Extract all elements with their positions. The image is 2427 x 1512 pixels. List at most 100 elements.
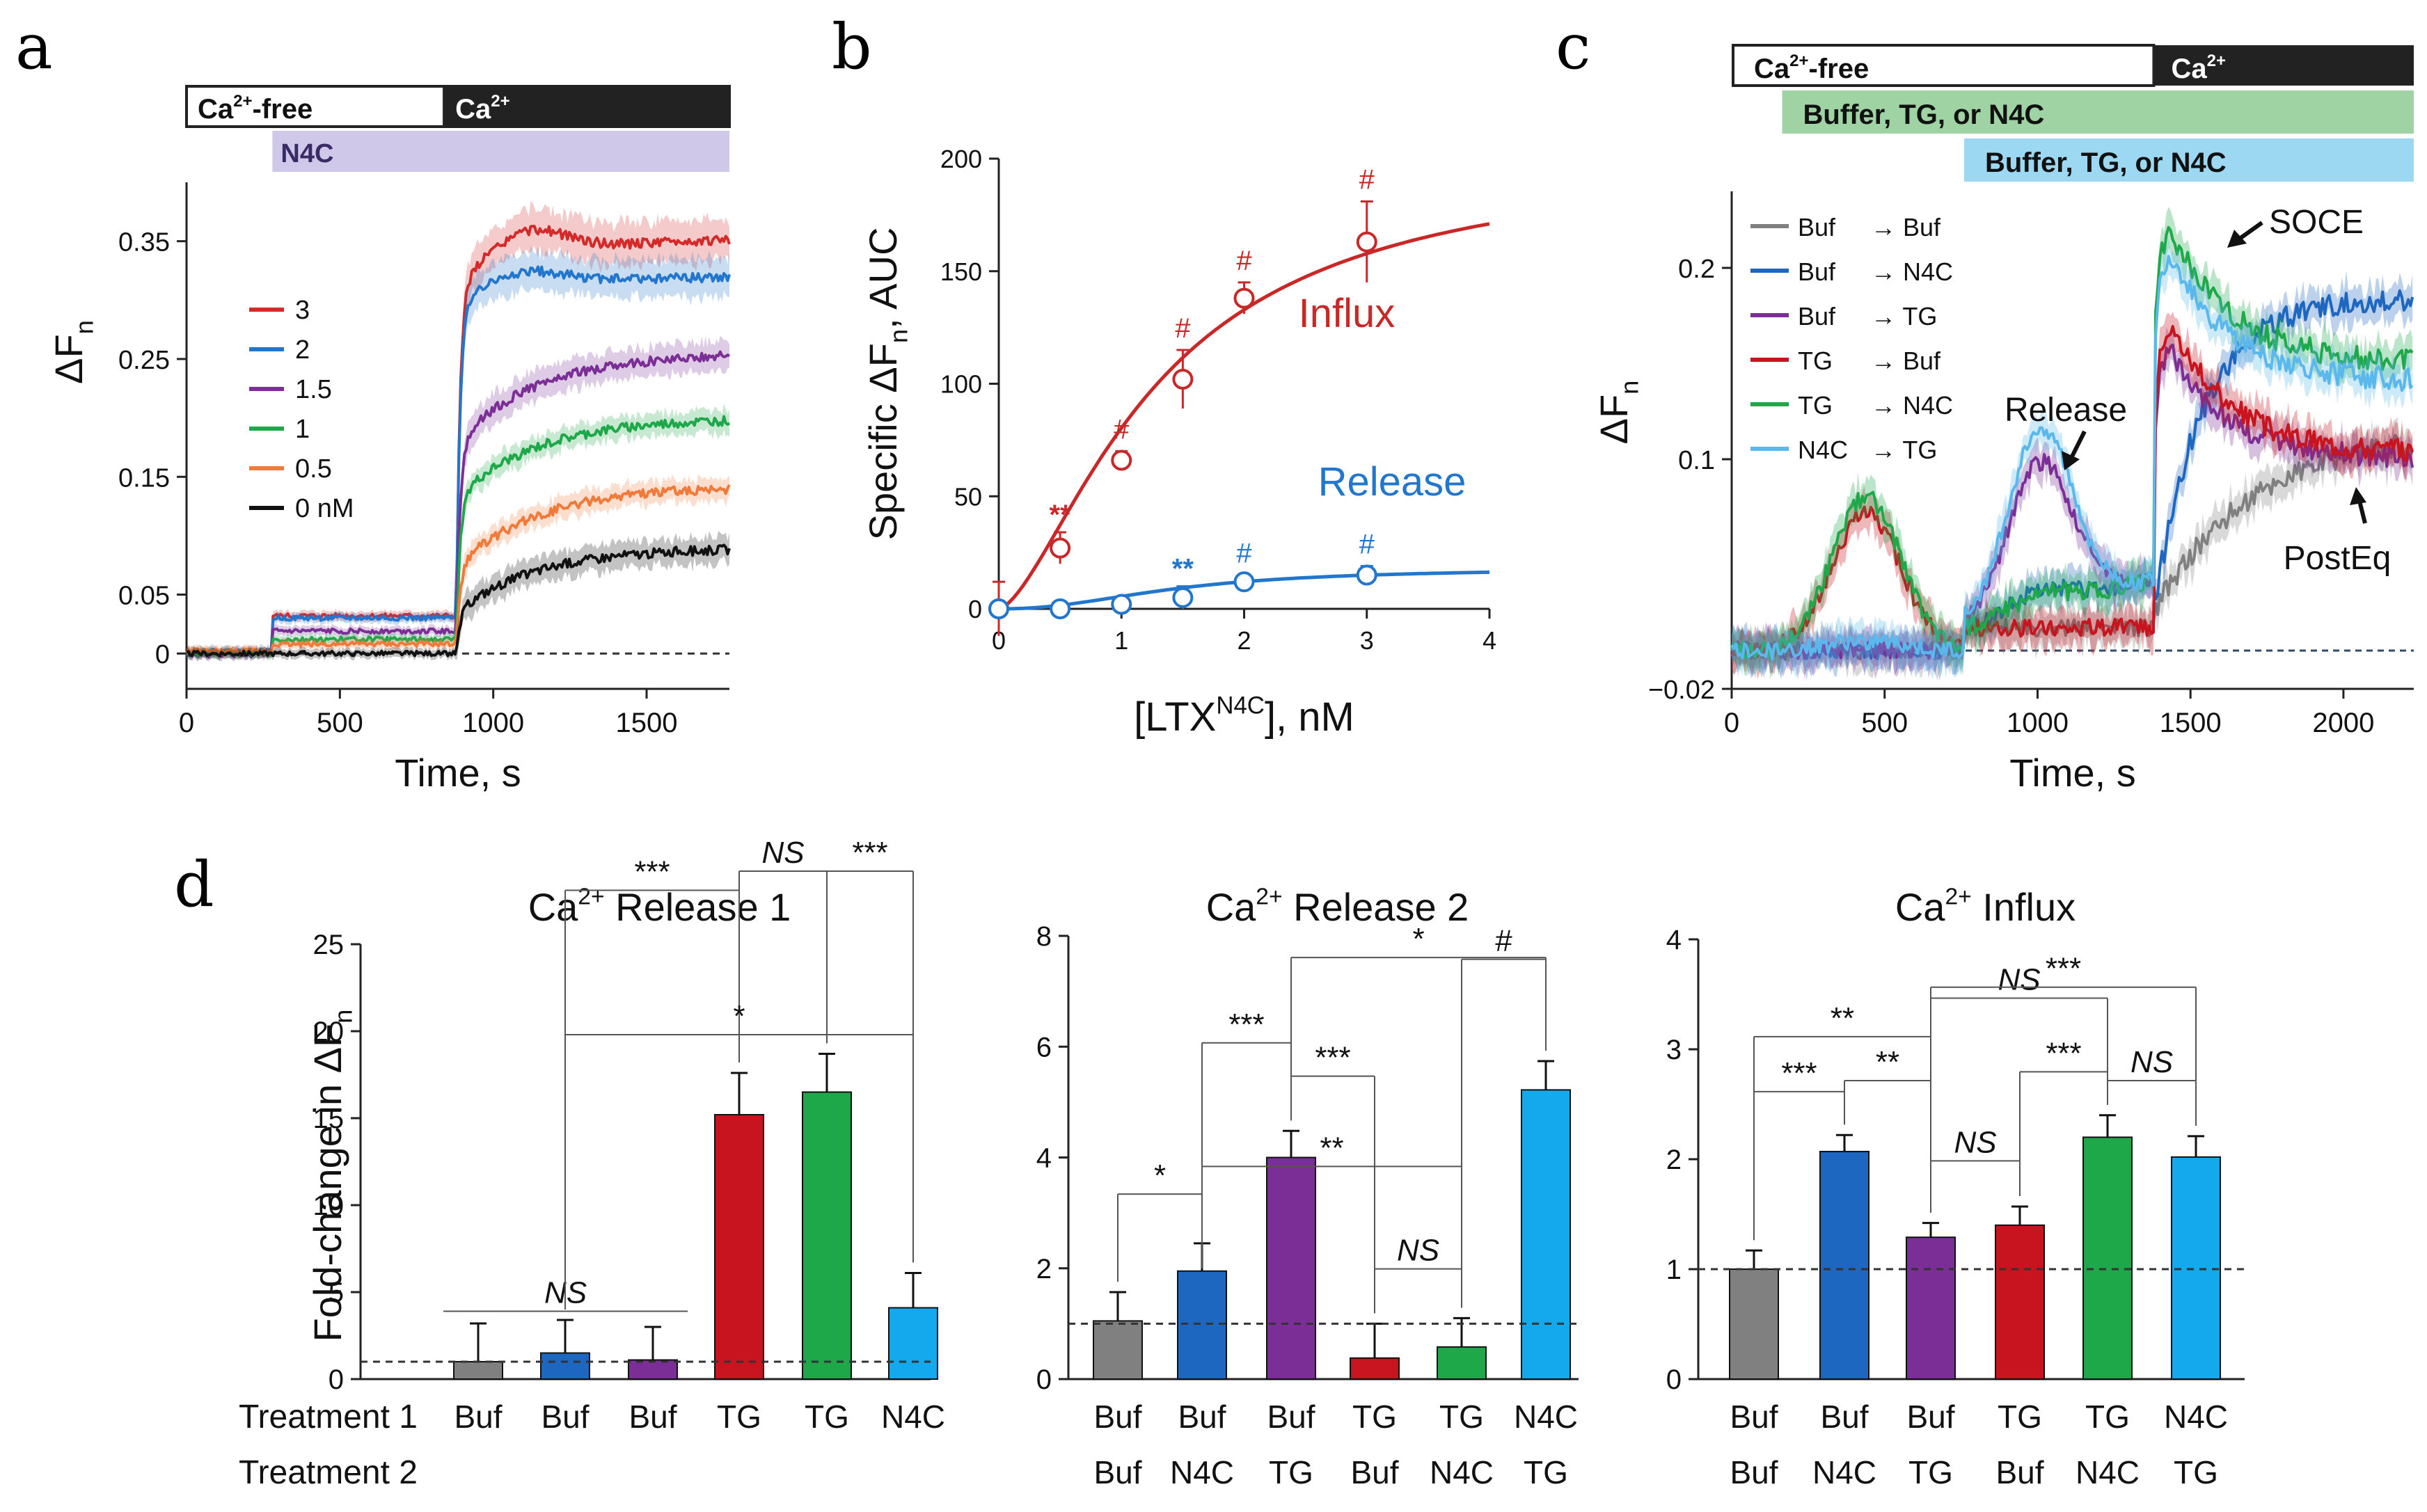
y-tick-label: 0.15 [118, 463, 170, 493]
sig-label: * [1154, 1159, 1166, 1193]
sig-label: NS [2130, 1045, 2173, 1079]
annotation-release: Release [2005, 392, 2127, 429]
treatment2-label: N4C [2076, 1454, 2140, 1490]
bar-1-5 [1521, 1089, 1571, 1380]
y-tick-label: 2 [1666, 1145, 1682, 1175]
ca-label-part: Ca [2171, 54, 2207, 84]
ca-free-label-part: 2+ [233, 92, 252, 111]
y-tick-label: 1 [1666, 1255, 1682, 1285]
legend-label-2: 1.5 [295, 375, 332, 404]
bar-0-3 [714, 1114, 764, 1380]
x-tick-label: 2 [1237, 626, 1251, 655]
chart-title-0-part: Ca [528, 885, 578, 929]
y-tick-label: 25 [313, 930, 345, 960]
x-axis-label: [LTXN4C], nM [1134, 692, 1354, 740]
bar-2-3 [1995, 1224, 2045, 1380]
sig-label: *** [2046, 952, 2081, 986]
y-tick-label: 15 [313, 1104, 345, 1134]
x-axis-label-part: [LTX [1134, 694, 1216, 740]
x-tick-label: 0 [1724, 708, 1739, 738]
treatment1-label: TG [2085, 1399, 2130, 1435]
legend-from-5: N4C [1798, 436, 1848, 464]
y-axis-label-part: n [885, 329, 913, 343]
annotation-posteq: PostEq [2284, 540, 2392, 577]
error-band-1 [187, 246, 729, 658]
treatment1-label: Buf [1178, 1399, 1226, 1435]
sig-label: *** [634, 855, 670, 889]
ca-free-label: Ca2+-free [1754, 51, 1869, 84]
data-point [1233, 287, 1255, 309]
x-axis-label-part: N4C [1216, 692, 1265, 719]
y-tick-label: −0.02 [1648, 676, 1715, 705]
y-tick-label: 0 [1036, 1364, 1052, 1395]
series-label-influx: Influx [1299, 291, 1396, 336]
ca-free-label-part: Ca [1754, 54, 1790, 84]
bar-0-4 [802, 1091, 852, 1380]
legend-label-4: 0.5 [295, 454, 332, 484]
bar-1-4 [1437, 1346, 1487, 1380]
data-point [1111, 449, 1132, 471]
sig-mark: # [1359, 530, 1375, 560]
treatment1-label: Buf [454, 1399, 502, 1435]
panel-letter-c: c [1556, 10, 1590, 83]
error-band-0 [187, 201, 729, 660]
y-axis-label-part: Fold-change in ΔF [306, 1024, 349, 1342]
chart-title-2-part: Influx [1972, 885, 2076, 929]
y-tick-label: 200 [940, 145, 982, 173]
y-tick-label: 100 [940, 370, 982, 399]
y-tick-label: 20 [313, 1017, 345, 1047]
panel-letter-a: a [15, 10, 53, 83]
arrow-posteq [2357, 500, 2367, 524]
legend-to-2: → TG [1871, 302, 1937, 331]
y-tick-label: 6 [1036, 1032, 1052, 1063]
ca-label: Ca2+ [2171, 51, 2226, 84]
error-band-3 [187, 403, 729, 661]
treatment2-label: N4C [1430, 1454, 1494, 1490]
bar-2-0 [1729, 1268, 1779, 1380]
treatment1-label: Buf [629, 1399, 677, 1435]
sig-label: *** [1781, 1056, 1817, 1090]
treatment1-label: Buf [1906, 1399, 1954, 1435]
bar-2-2 [1906, 1236, 1956, 1380]
condition-bar-3 [1963, 138, 2414, 182]
data-point [988, 598, 1009, 619]
y-axis-label: Specific ΔFn, AUC [861, 228, 913, 541]
y-tick-label: 0.25 [118, 346, 170, 375]
trace-4 [1730, 225, 2414, 660]
y-axis-label: Fold-change in ΔFn [306, 1010, 358, 1342]
legend-from-2: Buf [1798, 302, 1836, 331]
sig-label: *** [852, 836, 887, 870]
sig-mark: # [1359, 164, 1375, 195]
y-tick-label: 0 [968, 595, 982, 623]
y-tick-label: 4 [1036, 1143, 1052, 1174]
x-tick-label: 3 [1360, 626, 1374, 655]
annotation-soce: SOCE [2269, 204, 2364, 241]
treatment2-label: Buf [1730, 1454, 1778, 1490]
trace-3 [1730, 325, 2414, 659]
legend-from-3: TG [1798, 347, 1833, 375]
trace-5 [1730, 255, 2414, 661]
chart-title-1-part: Release 2 [1283, 885, 1469, 929]
bar-1-1 [1177, 1270, 1227, 1380]
chart-title-1: Ca2+ Release 2 [1206, 884, 1469, 929]
sig-mark: ** [1050, 500, 1072, 530]
treatment2-label: TG [1908, 1454, 1953, 1490]
bar-1-3 [1350, 1357, 1400, 1380]
treatment1-label: Buf [1267, 1399, 1315, 1435]
panel-b: 0 1 2 3 4 0 50 100 150 200 [LTXN4C], nM Specific ΔF… [861, 145, 1496, 740]
error-band-2 [187, 335, 729, 662]
chart-title-1-part: 2+ [1256, 884, 1282, 909]
y-axis-label: ΔFn [47, 320, 99, 384]
y-tick-label: 5 [329, 1278, 344, 1308]
x-tick-label: 0 [179, 708, 194, 738]
y-tick-label: 0.35 [118, 228, 170, 257]
chart-title-0-part: Release 1 [605, 885, 791, 929]
chart-title-2: Ca2+ Influx [1895, 884, 2076, 929]
bar-0-5 [888, 1307, 938, 1380]
data-point [1111, 594, 1132, 615]
treatment1-label: N4C [1514, 1399, 1578, 1435]
bar-0-1 [540, 1352, 590, 1380]
treatment2-label: N4C [1812, 1454, 1876, 1490]
